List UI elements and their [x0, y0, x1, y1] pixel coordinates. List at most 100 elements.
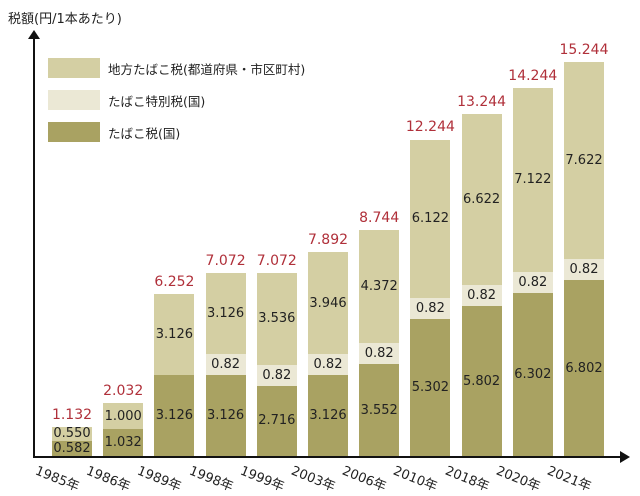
segment-value-label: 0.82	[467, 287, 497, 303]
segment-value-label: 3.126	[206, 408, 245, 424]
bar-segment: 3.126	[205, 375, 246, 456]
y-axis-label: 税額(円/1本あたり)	[8, 12, 122, 27]
x-tick-label: 2021年	[544, 463, 594, 495]
bar-2010年: 5.302 0.82 6.122	[410, 139, 451, 456]
bar-segment: 0.82	[461, 284, 502, 307]
y-axis	[33, 36, 35, 457]
y-axis-arrow-icon	[28, 30, 40, 39]
segment-value-label: 0.82	[313, 357, 343, 373]
total-value-label: 14.244	[508, 67, 558, 84]
bar-segment: 6.122	[410, 139, 451, 298]
bar-segment: 0.82	[205, 354, 246, 376]
total-value-label: 1.132	[51, 406, 93, 423]
bar-segment: 0.82	[359, 342, 400, 365]
bar-segment: 3.126	[154, 294, 195, 376]
bar-segment: 5.802	[461, 306, 502, 456]
bar-segment: 3.126	[205, 273, 246, 354]
segment-value-label: 0.582	[53, 440, 91, 456]
x-tick-label: 1985年	[32, 463, 82, 495]
x-tick-label: 2018年	[442, 463, 491, 495]
bar-segment: 7.122	[512, 87, 553, 272]
segment-value-label: 1.000	[104, 408, 142, 424]
x-tick-label: 2003年	[288, 463, 338, 495]
segment-value-label: 1.032	[104, 435, 142, 451]
x-axis-arrow-icon	[620, 451, 630, 463]
bar-segment: 7.622	[564, 61, 604, 259]
segment-value-label: 0.550	[53, 426, 91, 442]
segment-value-label: 6.802	[565, 360, 603, 376]
segment-value-label: 6.122	[411, 211, 449, 227]
bar-segment: 0.82	[308, 354, 348, 376]
segment-value-label: 0.82	[415, 300, 445, 316]
legend-swatch	[48, 122, 100, 142]
total-value-label: 7.072	[205, 253, 246, 270]
total-value-label: 7.892	[307, 231, 349, 248]
segment-value-label: 0.82	[211, 357, 241, 373]
bar-1986年: 1.032 1.000	[103, 403, 144, 456]
segment-value-label: 3.536	[258, 311, 296, 327]
bar-segment: 1.032	[103, 429, 144, 456]
segment-value-label: 7.622	[565, 152, 603, 168]
legend: 地方たばこ税(都道府県・市区町村) たばこ特別税(国) たばこ税(国)	[48, 52, 305, 148]
bar-2003年: 3.126 0.82 3.946	[308, 252, 348, 456]
x-tick-label: 1998年	[186, 463, 235, 495]
bar-segment: 0.82	[564, 258, 604, 281]
bar-segment: 3.126	[308, 375, 348, 456]
legend-label: たばこ特別税(国)	[108, 93, 206, 109]
segment-value-label: 2.716	[258, 413, 296, 429]
segment-value-label: 6.302	[514, 367, 552, 383]
total-value-label: 15.244	[559, 41, 609, 58]
segment-value-label: 0.82	[569, 262, 599, 278]
bar-segment: 3.552	[359, 364, 400, 456]
x-axis	[33, 456, 625, 458]
total-value-label: 8.744	[359, 209, 400, 226]
segment-value-label: 3.552	[360, 402, 398, 418]
bar-segment: 6.302	[512, 293, 553, 456]
segment-value-label: 3.126	[206, 306, 245, 322]
bar-segment: 0.82	[410, 297, 451, 319]
bar-segment: 3.536	[256, 273, 297, 365]
x-tick-label: 2020年	[493, 463, 543, 495]
bar-segment: 5.302	[410, 318, 451, 456]
x-tick-label: 1986年	[84, 463, 133, 495]
legend-item-national-tax: たばこ税(国)	[48, 116, 305, 148]
segment-value-label: 4.372	[360, 278, 398, 294]
bar-segment: 0.82	[512, 271, 553, 294]
x-tick-label: 2006年	[340, 463, 389, 495]
segment-value-label: 5.302	[411, 379, 449, 395]
bar-segment: 4.372	[359, 229, 400, 343]
bar-segment: 3.946	[308, 252, 348, 354]
bar-1998年: 3.126 0.82 3.126	[205, 273, 246, 456]
segment-value-label: 7.122	[514, 172, 552, 188]
bar-segment: 0.82	[256, 364, 297, 386]
bar-1989年: 3.126 3.126	[154, 294, 195, 456]
segment-value-label: 3.946	[309, 295, 347, 311]
segment-value-label: 3.126	[155, 408, 193, 424]
bar-2020年: 6.302 0.82 7.122	[512, 87, 553, 456]
bar-2021年: 6.802 0.82 7.622	[564, 61, 604, 456]
bar-segment: 1.000	[103, 403, 144, 430]
x-tick-label: 1999年	[237, 463, 287, 495]
legend-label: たばこ税(国)	[108, 125, 181, 141]
segment-value-label: 3.126	[309, 408, 347, 424]
legend-swatch	[48, 90, 100, 110]
bar-segment: 6.802	[564, 280, 604, 456]
segment-value-label: 0.82	[518, 274, 548, 290]
segment-value-label: 3.126	[155, 327, 193, 343]
bar-1999年: 2.716 0.82 3.536	[256, 273, 297, 456]
segment-value-label: 0.82	[262, 367, 292, 383]
total-value-label: 13.244	[457, 93, 507, 110]
legend-item-local-tax: 地方たばこ税(都道府県・市区町村)	[48, 52, 305, 84]
total-value-label: 6.252	[154, 274, 195, 291]
x-tick-label: 2010年	[391, 463, 440, 495]
bar-segment: 3.126	[154, 375, 195, 456]
bar-segment: 0.550	[52, 426, 92, 442]
bar-segment: 0.582	[52, 440, 92, 456]
legend-label: 地方たばこ税(都道府県・市区町村)	[108, 61, 306, 77]
bar-segment: 2.716	[256, 385, 297, 456]
bar-2006年: 3.552 0.82 4.372	[359, 229, 400, 456]
x-tick-label: 1989年	[135, 463, 184, 495]
total-value-label: 12.244	[405, 119, 455, 136]
segment-value-label: 0.82	[364, 346, 394, 362]
